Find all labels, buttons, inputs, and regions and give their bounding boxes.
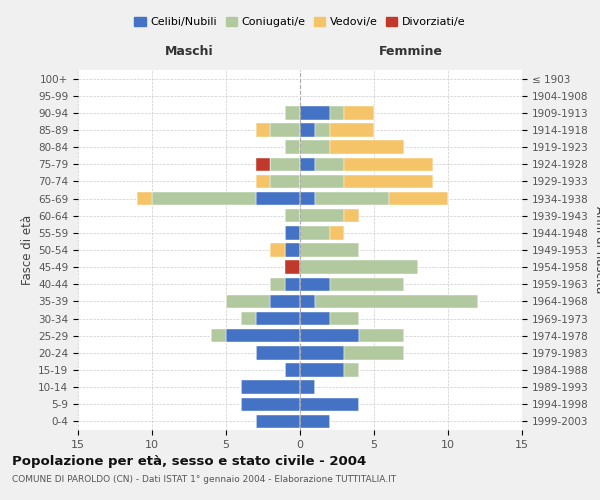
Bar [256, 192, 300, 205]
Bar [344, 209, 359, 222]
Bar [300, 140, 329, 154]
Bar [241, 312, 256, 326]
Bar [389, 192, 448, 205]
Bar [315, 294, 478, 308]
Bar [300, 329, 359, 342]
Bar [271, 294, 300, 308]
Bar [359, 329, 404, 342]
Bar [344, 106, 374, 120]
Bar [315, 192, 389, 205]
Bar [285, 226, 300, 239]
Bar [271, 174, 300, 188]
Bar [285, 260, 300, 274]
Bar [300, 346, 344, 360]
Bar [226, 329, 300, 342]
Bar [285, 244, 300, 256]
Bar [285, 364, 300, 376]
Bar [300, 380, 315, 394]
Bar [344, 174, 433, 188]
Bar [285, 140, 300, 154]
Bar [271, 244, 285, 256]
Y-axis label: Fasce di età: Fasce di età [21, 215, 34, 285]
Text: Maschi: Maschi [164, 45, 214, 58]
Bar [300, 209, 344, 222]
Bar [226, 294, 271, 308]
Bar [256, 124, 271, 136]
Bar [344, 346, 404, 360]
Y-axis label: Anni di nascita: Anni di nascita [593, 206, 600, 294]
Bar [300, 192, 315, 205]
Bar [329, 140, 404, 154]
Bar [241, 398, 300, 411]
Bar [315, 124, 329, 136]
Bar [256, 158, 271, 171]
Bar [241, 380, 300, 394]
Bar [300, 124, 315, 136]
Bar [300, 260, 418, 274]
Bar [300, 244, 359, 256]
Bar [256, 312, 300, 326]
Bar [300, 174, 344, 188]
Bar [285, 209, 300, 222]
Bar [300, 158, 315, 171]
Bar [300, 364, 344, 376]
Bar [315, 158, 344, 171]
Bar [271, 124, 300, 136]
Bar [285, 278, 300, 291]
Bar [300, 312, 329, 326]
Bar [300, 398, 359, 411]
Bar [152, 192, 256, 205]
Bar [256, 174, 271, 188]
Bar [300, 414, 329, 428]
Text: Popolazione per età, sesso e stato civile - 2004: Popolazione per età, sesso e stato civil… [12, 455, 366, 468]
Bar [300, 226, 329, 239]
Bar [300, 106, 329, 120]
Bar [137, 192, 152, 205]
Bar [329, 124, 374, 136]
Bar [271, 278, 285, 291]
Bar [256, 346, 300, 360]
Bar [329, 226, 344, 239]
Text: Femmine: Femmine [379, 45, 443, 58]
Bar [329, 312, 359, 326]
Bar [329, 106, 344, 120]
Bar [271, 158, 300, 171]
Bar [344, 158, 433, 171]
Bar [300, 294, 315, 308]
Text: COMUNE DI PAROLDO (CN) - Dati ISTAT 1° gennaio 2004 - Elaborazione TUTTITALIA.IT: COMUNE DI PAROLDO (CN) - Dati ISTAT 1° g… [12, 475, 396, 484]
Bar [300, 278, 329, 291]
Bar [329, 278, 404, 291]
Bar [285, 106, 300, 120]
Bar [211, 329, 226, 342]
Bar [256, 414, 300, 428]
Bar [344, 364, 359, 376]
Legend: Celibi/Nubili, Coniugati/e, Vedovi/e, Divorziati/e: Celibi/Nubili, Coniugati/e, Vedovi/e, Di… [130, 12, 470, 32]
